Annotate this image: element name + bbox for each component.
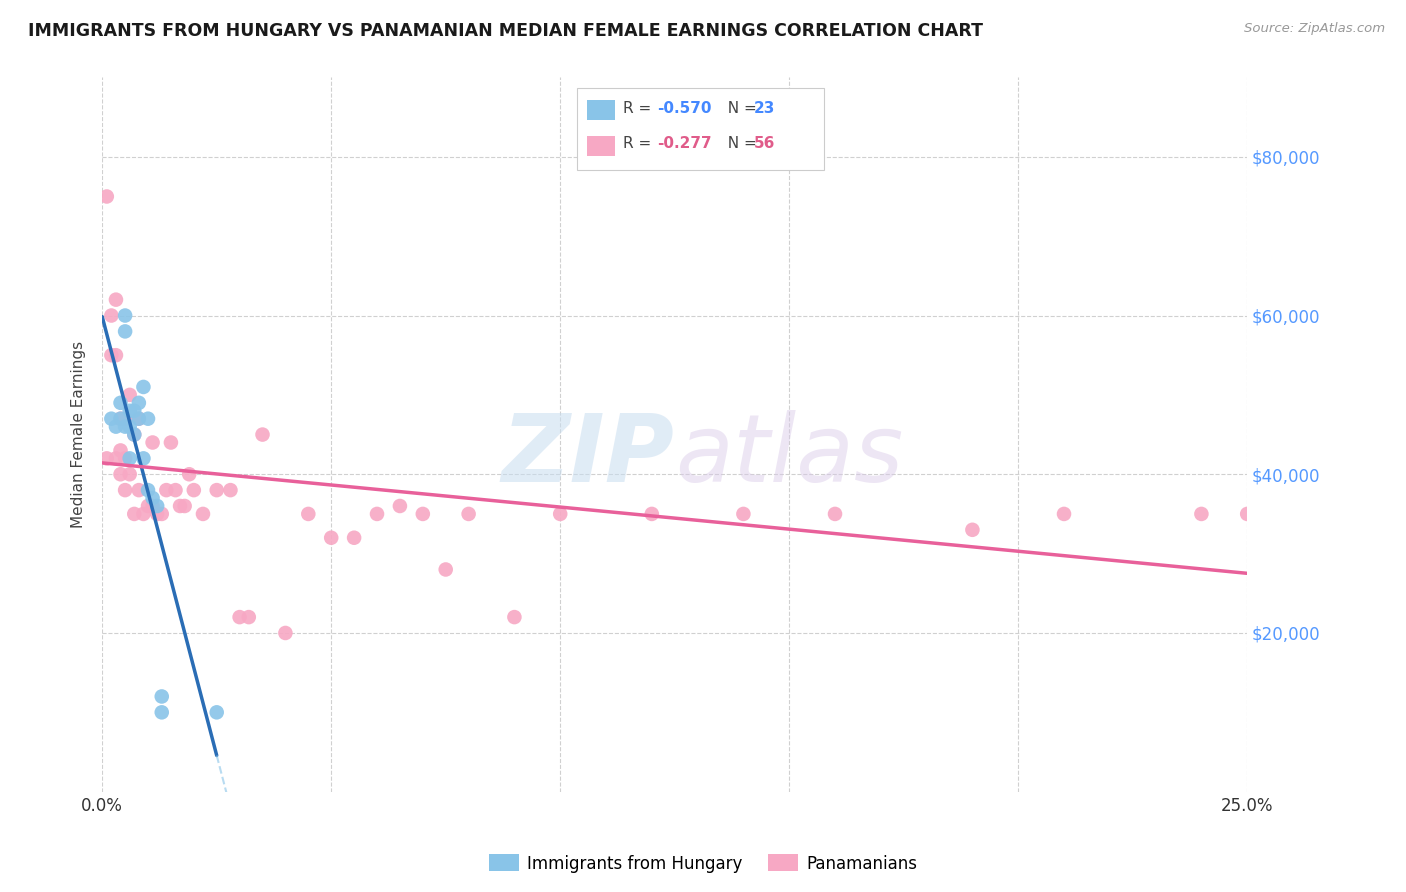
Point: [114, 483, 136, 497]
Point: [96, 451, 118, 466]
Point: [183, 483, 205, 497]
Point: [150, 690, 173, 704]
Point: [100, 348, 122, 362]
Point: [150, 706, 173, 720]
Point: [205, 706, 228, 720]
Point: [169, 499, 191, 513]
Point: [118, 403, 141, 417]
Point: [173, 499, 195, 513]
Text: -0.277: -0.277: [658, 136, 713, 152]
Point: [100, 411, 122, 425]
Point: [274, 626, 297, 640]
Text: 23: 23: [754, 101, 775, 116]
Text: Source: ZipAtlas.com: Source: ZipAtlas.com: [1244, 22, 1385, 36]
Text: N =: N =: [718, 101, 762, 116]
Point: [118, 419, 141, 434]
Point: [142, 435, 165, 450]
Point: [110, 443, 132, 458]
Text: R =: R =: [623, 136, 657, 152]
Point: [1236, 507, 1258, 521]
Point: [128, 396, 150, 410]
Point: [142, 499, 165, 513]
Point: [321, 531, 343, 545]
Point: [238, 610, 260, 624]
Point: [110, 411, 132, 425]
Text: ZIP: ZIP: [502, 410, 675, 502]
Point: [388, 499, 411, 513]
Point: [114, 411, 136, 425]
Point: [96, 189, 118, 203]
Legend: Immigrants from Hungary, Panamanians: Immigrants from Hungary, Panamanians: [482, 847, 924, 880]
Point: [104, 451, 127, 466]
Point: [191, 507, 214, 521]
Point: [118, 467, 141, 482]
Point: [118, 388, 141, 402]
Point: [146, 507, 169, 521]
Bar: [586, 100, 616, 120]
Point: [114, 451, 136, 466]
Point: [366, 507, 388, 521]
Point: [110, 467, 132, 482]
Point: [104, 293, 127, 307]
Point: [146, 499, 169, 513]
FancyBboxPatch shape: [578, 88, 824, 170]
Point: [343, 531, 366, 545]
Point: [114, 325, 136, 339]
Point: [122, 427, 145, 442]
Point: [100, 309, 122, 323]
Text: 56: 56: [754, 136, 775, 152]
Bar: [586, 136, 616, 156]
Point: [434, 562, 457, 576]
Point: [824, 507, 846, 521]
Point: [412, 507, 434, 521]
Point: [136, 499, 159, 513]
Point: [132, 380, 155, 394]
Point: [733, 507, 755, 521]
Y-axis label: Median Female Earnings: Median Female Earnings: [72, 341, 86, 528]
Point: [122, 403, 145, 417]
Point: [114, 419, 136, 434]
Point: [118, 451, 141, 466]
Text: -0.570: -0.570: [658, 101, 711, 116]
Point: [297, 507, 319, 521]
Point: [548, 507, 571, 521]
Point: [122, 427, 145, 442]
Point: [179, 467, 201, 482]
Text: N =: N =: [718, 136, 762, 152]
Point: [155, 483, 177, 497]
Point: [1189, 507, 1212, 521]
Point: [128, 411, 150, 425]
Point: [142, 491, 165, 505]
Point: [503, 610, 526, 624]
Point: [132, 451, 155, 466]
Text: atlas: atlas: [675, 410, 903, 501]
Point: [114, 309, 136, 323]
Point: [252, 427, 274, 442]
Point: [160, 435, 183, 450]
Point: [136, 411, 159, 425]
Point: [150, 507, 173, 521]
Point: [165, 483, 187, 497]
Point: [228, 610, 250, 624]
Point: [122, 507, 145, 521]
Point: [1053, 507, 1076, 521]
Point: [457, 507, 479, 521]
Point: [104, 348, 127, 362]
Point: [132, 507, 155, 521]
Point: [641, 507, 664, 521]
Point: [128, 483, 150, 497]
Point: [219, 483, 242, 497]
Point: [205, 483, 228, 497]
Point: [110, 411, 132, 425]
Point: [110, 396, 132, 410]
Point: [136, 483, 159, 497]
Point: [962, 523, 984, 537]
Point: [128, 411, 150, 425]
Text: IMMIGRANTS FROM HUNGARY VS PANAMANIAN MEDIAN FEMALE EARNINGS CORRELATION CHART: IMMIGRANTS FROM HUNGARY VS PANAMANIAN ME…: [28, 22, 983, 40]
Point: [104, 419, 127, 434]
Text: R =: R =: [623, 101, 657, 116]
